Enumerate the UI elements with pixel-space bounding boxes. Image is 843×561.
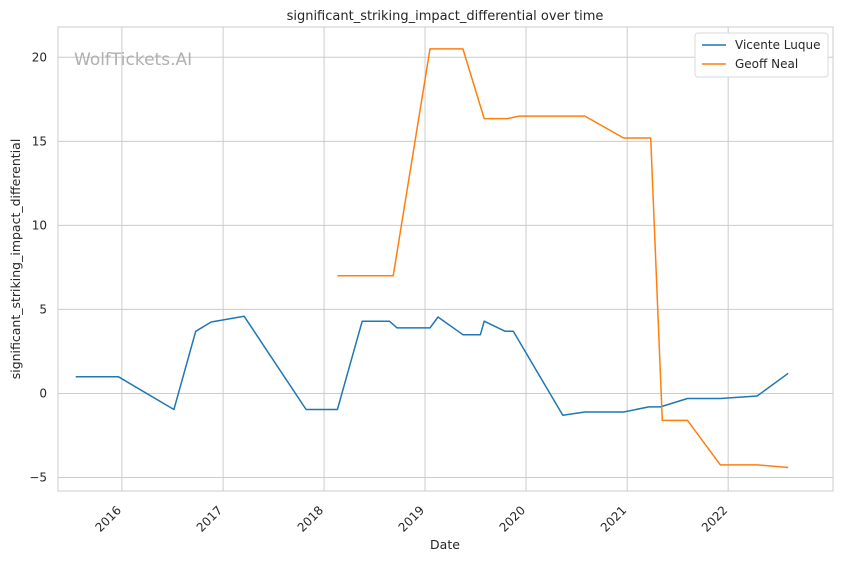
series-lines <box>75 48 789 469</box>
legend-label-geoff-neal: Geoff Neal <box>735 57 798 71</box>
x-tick-label: 2018 <box>295 503 326 534</box>
y-tick-label: 20 <box>32 50 47 64</box>
x-tick-label: 2020 <box>497 503 528 534</box>
y-axis-ticks: −5 0 5 10 15 20 <box>29 50 47 484</box>
x-tick-label: 2016 <box>93 503 124 534</box>
chart-title: significant_striking_impact_differential… <box>287 9 604 24</box>
y-tick-label: −5 <box>29 471 47 485</box>
plot-area <box>57 26 834 492</box>
y-tick-label: 15 <box>32 134 47 148</box>
x-axis-ticks: 2016 2017 2018 2019 2020 2021 2022 <box>93 503 731 534</box>
y-tick-label: 10 <box>32 218 47 232</box>
y-tick-label: 0 <box>39 386 47 400</box>
series-line-vicente-luque <box>75 315 789 417</box>
x-axis-title: Date <box>430 537 460 552</box>
series-line-geoff-neal <box>337 48 789 469</box>
x-tick-label: 2019 <box>396 503 427 534</box>
legend-label-vicente-luque: Vicente Luque <box>735 38 820 52</box>
legend: Vicente Luque Geoff Neal <box>694 32 829 78</box>
y-axis-title: significant_striking_impact_differential <box>8 139 23 380</box>
y-tick-label: 5 <box>39 302 47 316</box>
legend-box <box>694 32 829 78</box>
x-tick-label: 2022 <box>699 503 730 534</box>
watermark: WolfTickets.AI <box>74 50 192 70</box>
x-tick-label: 2021 <box>598 503 629 534</box>
x-tick-label: 2017 <box>194 503 225 534</box>
